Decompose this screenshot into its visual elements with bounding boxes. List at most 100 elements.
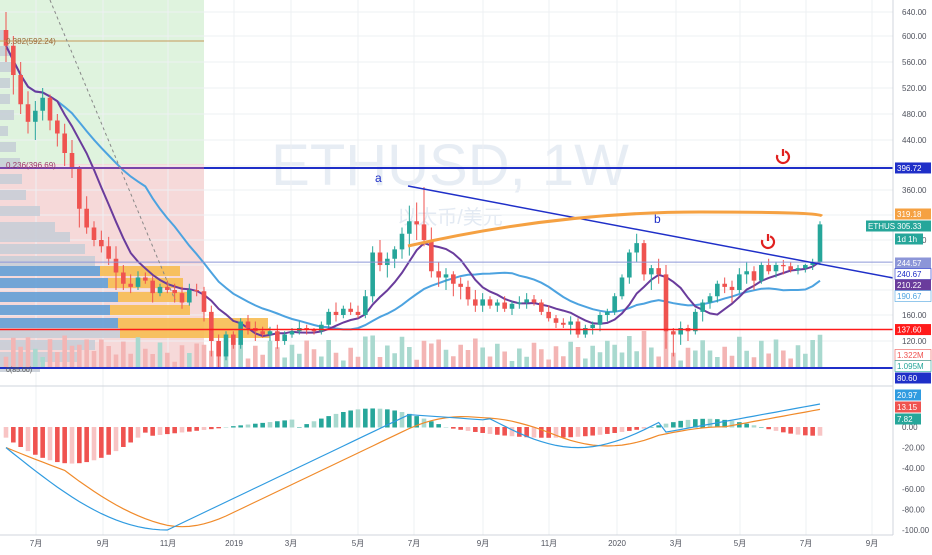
volume-bar [33, 348, 38, 369]
badge-text: 1.095M [897, 362, 924, 371]
vp-row-value-area [100, 266, 180, 276]
volume-bar [671, 352, 676, 369]
candle-body [399, 233, 405, 250]
macd-hist-bar [495, 427, 500, 435]
volume-bar [194, 343, 199, 369]
volume-bar [289, 344, 295, 369]
candle-body [524, 299, 529, 303]
macd-hist-bar [91, 427, 97, 461]
macd-hist-bar [370, 408, 375, 428]
macd-hist-bar [788, 427, 793, 434]
price-badge-b137: 137.60 [895, 324, 931, 336]
time-axis[interactable] [0, 535, 932, 550]
macd-hist-bar [275, 421, 280, 428]
time-tick-label: 3月 [285, 539, 297, 548]
macd-hist-bar [810, 427, 815, 436]
wave-label-a: a [375, 171, 382, 185]
candle-body [612, 296, 617, 312]
macd-hist-bar [781, 427, 786, 433]
candle-body [201, 291, 207, 312]
macd-hist-bar [759, 427, 764, 428]
badge-bg [895, 220, 931, 232]
macd-hist-bar [407, 413, 412, 428]
volume-bar [678, 360, 683, 369]
macd-hist-bar [436, 424, 441, 428]
volume-bar [113, 354, 119, 369]
candle-body [223, 334, 229, 357]
drawings[interactable] [0, 0, 926, 369]
candle-body [135, 277, 141, 287]
macd-hist-bar [465, 427, 471, 431]
volume-bar [399, 336, 405, 369]
candle-body [553, 318, 559, 323]
volume-bar [663, 331, 669, 369]
volume-bar [11, 337, 16, 369]
macd-hist-bar [260, 422, 265, 428]
candle-body [722, 283, 727, 287]
macd-hist-bar [597, 427, 603, 435]
candle-body [627, 252, 632, 278]
badge-text: 210.22 [897, 281, 922, 290]
candle-body [737, 274, 742, 290]
macd-hist-bar [348, 410, 353, 428]
price-tick-label: 480.00 [902, 110, 927, 119]
candle-body [766, 265, 771, 272]
volume-bar [509, 361, 515, 369]
candle-body [751, 271, 757, 281]
volume-bar [803, 353, 808, 369]
volume-bar [165, 352, 170, 369]
candle-body [187, 290, 192, 303]
volume-bar [333, 352, 339, 369]
volume-bar [583, 358, 588, 369]
badge-text: ETHUSD [868, 222, 901, 231]
time-tick-label: 3月 [670, 539, 682, 548]
candle-body [231, 334, 236, 345]
volume-bar [429, 343, 434, 369]
moving-averages [5, 45, 821, 338]
volume-bar [465, 350, 471, 369]
vp-row [0, 174, 22, 184]
volume-bar [553, 346, 559, 369]
volume-bar [641, 331, 647, 369]
candle-body [546, 311, 551, 319]
trendline[interactable] [407, 185, 926, 285]
macd-hist-bar [128, 427, 133, 443]
macd-hist-bar [326, 416, 331, 428]
macd-hist-bar [729, 420, 735, 428]
macd-hist-bar [77, 427, 82, 464]
volume-bar [18, 346, 23, 369]
volume-bar [612, 344, 617, 369]
volume-bar [69, 345, 75, 369]
candle-body [77, 169, 82, 209]
candle-body [355, 311, 361, 315]
volume-bar [238, 343, 243, 369]
arc-curve[interactable] [407, 210, 824, 248]
macd-hist-bar [392, 410, 397, 428]
volume-bar [473, 338, 478, 369]
price-badge-ethusd_sym: ETHUSD [866, 220, 901, 232]
candle-body [165, 286, 170, 290]
macd-hist-bar [443, 427, 449, 428]
volume-bar [817, 334, 823, 369]
time-tick-label: 7月 [30, 539, 42, 548]
volume-bar [715, 357, 720, 369]
badge-bg [895, 413, 921, 425]
macd-hist-bar [627, 427, 632, 431]
candle-body [209, 311, 214, 341]
macd-hist-bar [553, 427, 559, 438]
volume-bar [62, 335, 67, 369]
volume-bar [722, 346, 727, 369]
candle-body [238, 321, 243, 345]
volume-bar [25, 337, 31, 369]
macd-hist-bar [612, 427, 617, 433]
vp-row [0, 305, 110, 315]
macd-hist-bar [458, 427, 463, 430]
volume-bar [385, 345, 390, 369]
candle-body [421, 224, 427, 240]
vp-row [0, 352, 80, 362]
candle-body [289, 331, 295, 335]
vp-row [0, 232, 70, 242]
